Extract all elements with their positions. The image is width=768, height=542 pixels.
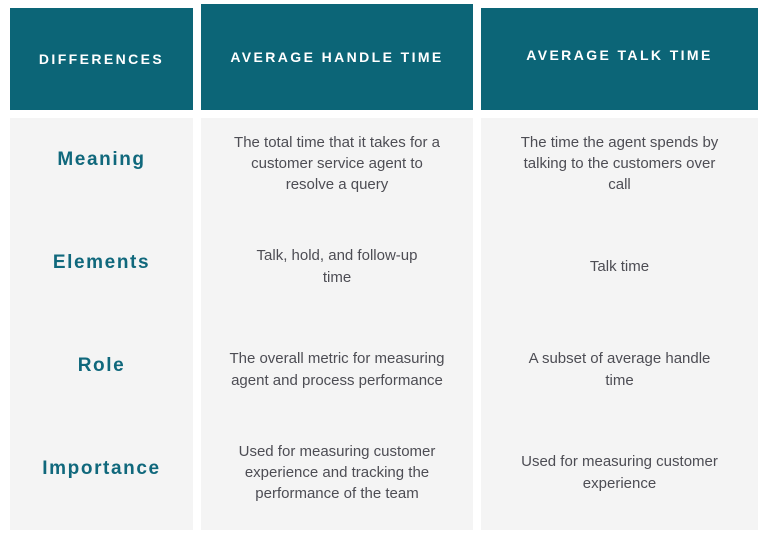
talk-time-elements-text: Talk time <box>589 257 650 275</box>
column-average-talk-time: AVERAGE TALK TIME The time the agent spe… <box>481 8 758 530</box>
column-differences: DIFFERENCES Meaning Elements Role Import… <box>10 8 193 530</box>
handle-time-importance-text: Used for measuring customer experience a… <box>238 442 436 503</box>
handle-time-meaning-text: The total time that it takes for a custo… <box>234 133 440 194</box>
column-header-average-talk-time: AVERAGE TALK TIME <box>481 8 758 110</box>
talk-time-importance-text: Used for measuring customer experience <box>521 453 718 492</box>
handle-time-role-text: The overall metric for measuring agent a… <box>229 350 445 389</box>
average-handle-time-body: The total time that it takes for a custo… <box>201 118 473 530</box>
comparison-table: DIFFERENCES Meaning Elements Role Import… <box>10 4 758 530</box>
average-talk-time-body: The time the agent spends by talking to … <box>481 118 758 530</box>
row-label-role: Role <box>77 354 126 376</box>
column-header-average-handle-time: AVERAGE HANDLE TIME <box>201 4 473 110</box>
column-average-handle-time: AVERAGE HANDLE TIME The total time that … <box>201 4 473 530</box>
row-label-meaning: Meaning <box>57 148 146 170</box>
row-label-importance: Importance <box>42 457 161 479</box>
column-header-differences: DIFFERENCES <box>10 8 193 110</box>
handle-time-elements-text: Talk, hold, and follow-up time <box>256 247 418 286</box>
talk-time-role-text: A subset of average handle time <box>528 350 711 389</box>
differences-body: Meaning Elements Role Importance <box>10 118 193 530</box>
talk-time-meaning-text: The time the agent spends by talking to … <box>520 133 719 194</box>
row-label-elements: Elements <box>52 251 151 273</box>
